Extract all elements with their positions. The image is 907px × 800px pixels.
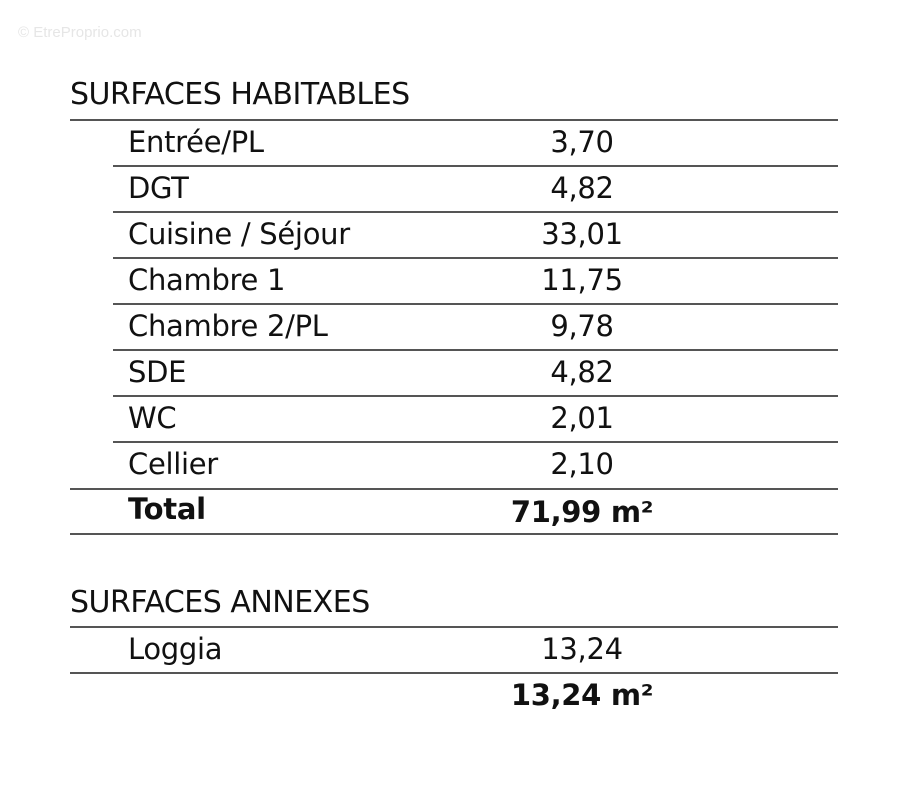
divider xyxy=(70,626,838,628)
row-value: 3,70 xyxy=(550,125,614,159)
row-value: 9,78 xyxy=(550,309,614,343)
row-value: 33,01 xyxy=(541,217,623,251)
divider xyxy=(113,395,838,397)
row-value: 4,82 xyxy=(550,355,614,389)
row-label: Loggia xyxy=(128,632,223,666)
habitables-title: SURFACES HABITABLES xyxy=(70,77,410,112)
annexes-title: SURFACES ANNEXES xyxy=(70,585,370,620)
row-label: Chambre 1 xyxy=(128,263,286,297)
annexes-total-value: 13,24 m² xyxy=(510,678,654,712)
row-label: DGT xyxy=(128,171,189,205)
row-label: SDE xyxy=(128,355,187,389)
row-value: 4,82 xyxy=(550,171,614,205)
watermark: © EtreProprio.com xyxy=(18,24,142,41)
divider xyxy=(113,165,838,167)
row-value: 2,10 xyxy=(550,447,614,481)
divider xyxy=(70,488,838,490)
row-label: Entrée/PL xyxy=(128,125,264,159)
row-label: Chambre 2/PL xyxy=(128,309,328,343)
row-value: 2,01 xyxy=(550,401,614,435)
divider xyxy=(70,533,838,535)
row-label: WC xyxy=(128,401,177,435)
divider xyxy=(113,441,838,443)
divider xyxy=(70,672,838,674)
total-label: Total xyxy=(128,492,206,526)
divider xyxy=(113,303,838,305)
row-label: Cellier xyxy=(128,447,218,481)
divider xyxy=(113,257,838,259)
divider xyxy=(113,349,838,351)
divider xyxy=(113,211,838,213)
row-label: Cuisine / Séjour xyxy=(128,217,350,251)
row-value: 11,75 xyxy=(541,263,623,297)
row-value: 13,24 xyxy=(541,632,623,666)
divider xyxy=(70,119,838,121)
total-value: 71,99 m² xyxy=(510,495,654,529)
